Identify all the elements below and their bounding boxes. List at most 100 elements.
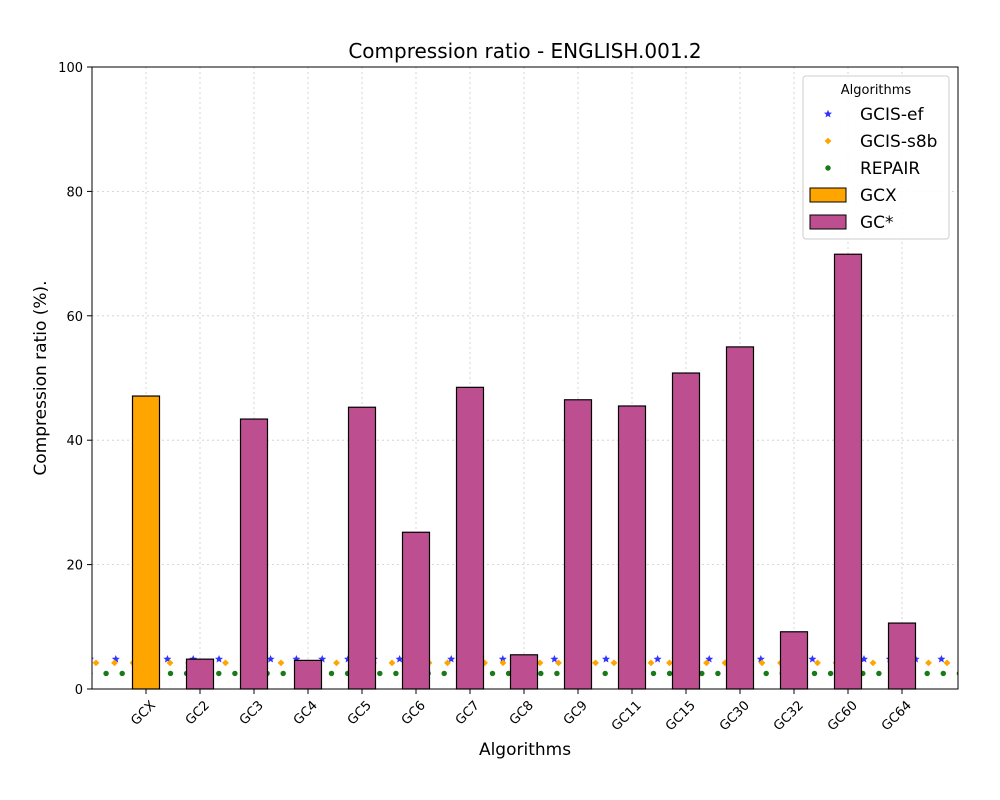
marker-gcis-ef xyxy=(215,654,223,663)
marker-repair xyxy=(924,670,930,677)
bar-gcx xyxy=(131,395,161,690)
legend-label: GCIS-s8b xyxy=(860,132,937,152)
marker-gcis-s8b xyxy=(536,659,544,667)
marker-gcis-s8b xyxy=(333,659,340,667)
x-tick-label: GC6 xyxy=(399,698,429,728)
x-tick-label: GC5 xyxy=(345,698,375,728)
marker-repair xyxy=(441,670,447,677)
marker-gcis-ef xyxy=(395,654,404,663)
x-tick-label: GC32 xyxy=(771,698,807,734)
marker-gcis-s8b xyxy=(92,659,100,667)
marker-repair xyxy=(699,670,705,677)
marker-gcis-s8b xyxy=(758,659,766,667)
marker-gcis-s8b xyxy=(814,659,821,667)
marker-repair xyxy=(538,670,544,677)
bar-gc3 xyxy=(239,418,269,690)
marker-gcis-s8b xyxy=(166,659,174,667)
marker-repair xyxy=(393,670,399,677)
marker-gcis-ef xyxy=(937,654,946,663)
x-tick-label: GC15 xyxy=(663,698,699,734)
x-axis-label: Algorithms xyxy=(479,740,571,760)
x-tick-label: GC60 xyxy=(825,698,861,734)
marker-gcis-s8b xyxy=(592,659,599,667)
marker-gcis-s8b xyxy=(925,659,932,667)
marker-gcis-s8b xyxy=(647,659,655,667)
legend-swatch-gcx xyxy=(809,187,847,203)
marker-repair xyxy=(602,670,608,677)
legend-label: GCIS-ef xyxy=(860,105,924,125)
marker-gcis-s8b xyxy=(555,659,562,667)
legend: Algorithms GCIS-ef GCIS-s8b REPAIR GCX GC* xyxy=(802,75,950,240)
legend-title: Algorithms xyxy=(841,83,912,98)
bar-gc8 xyxy=(509,654,539,690)
marker-repair xyxy=(232,670,238,677)
marker-repair xyxy=(876,670,882,677)
marker-gcis-ef xyxy=(808,654,817,663)
y-tick-label: 40 xyxy=(66,434,83,449)
legend-label: REPAIR xyxy=(860,159,920,179)
marker-gcis-s8b xyxy=(703,659,710,667)
marker-repair xyxy=(280,670,286,677)
x-tick-label: GC64 xyxy=(879,698,915,734)
x-tick-label: GC3 xyxy=(237,698,267,728)
y-tick-label: 100 xyxy=(58,61,83,76)
marker-repair xyxy=(650,670,657,677)
marker-gcis-s8b xyxy=(610,659,618,667)
bar-gc60 xyxy=(833,253,863,690)
bar-gc2 xyxy=(185,658,215,690)
y-tick-label: 20 xyxy=(66,559,83,574)
legend-label: GCX xyxy=(860,186,897,206)
y-tick-label: 0 xyxy=(75,683,83,698)
bar-gc15 xyxy=(671,372,701,690)
marker-repair xyxy=(715,670,721,677)
bar-gc6 xyxy=(401,531,431,690)
marker-gcis-s8b xyxy=(388,659,396,667)
marker-repair xyxy=(328,670,335,677)
marker-repair xyxy=(666,670,673,677)
marker-repair xyxy=(489,670,496,677)
series-layer xyxy=(92,253,958,690)
marker-repair xyxy=(811,670,818,677)
marker-repair xyxy=(216,670,222,677)
legend-swatch-repair xyxy=(825,165,831,171)
x-tick-label: GC7 xyxy=(453,698,483,728)
bar-gc32 xyxy=(779,631,809,690)
marker-repair xyxy=(377,670,383,677)
marker-gcis-s8b xyxy=(943,659,951,667)
bar-gc30 xyxy=(725,346,755,690)
legend-label: GC* xyxy=(860,213,894,233)
marker-repair xyxy=(827,670,834,677)
bar-gc4 xyxy=(293,659,323,690)
y-tick-label: 60 xyxy=(66,310,83,325)
x-tick-label: GC2 xyxy=(183,698,213,728)
marker-gcis-s8b xyxy=(222,659,229,667)
marker-gcis-s8b xyxy=(444,659,451,667)
x-tick-label: GC4 xyxy=(291,698,321,728)
marker-repair xyxy=(119,670,125,677)
y-axis-label: Compression ratio (%). xyxy=(31,280,51,475)
marker-repair xyxy=(554,670,560,677)
x-tick-label: GC9 xyxy=(561,698,591,728)
marker-gcis-s8b xyxy=(869,659,877,667)
legend-swatch-gc* xyxy=(809,214,847,230)
legend-swatch-gcis-s8b xyxy=(824,137,832,145)
x-tick-label: GC11 xyxy=(609,698,645,734)
marker-gcis-ef xyxy=(266,654,275,663)
marker-gcis-ef xyxy=(550,654,559,663)
bar-gc9 xyxy=(563,399,593,690)
x-tick-label: GC8 xyxy=(507,698,537,728)
legend-swatch-gcis-ef xyxy=(824,109,832,118)
marker-gcis-ef xyxy=(602,654,610,663)
marker-repair xyxy=(167,670,174,677)
bar-gc11 xyxy=(617,405,647,690)
marker-gcis-s8b xyxy=(111,659,118,667)
x-tick-label: GC30 xyxy=(717,698,753,734)
x-tick-label: GCX xyxy=(128,698,159,729)
plot-frame xyxy=(91,66,959,690)
bar-gc64 xyxy=(887,622,917,690)
marker-gcis-ef xyxy=(498,654,507,663)
marker-repair xyxy=(956,671,958,676)
marker-gcis-ef xyxy=(447,654,456,663)
marker-gcis-s8b xyxy=(277,659,285,667)
